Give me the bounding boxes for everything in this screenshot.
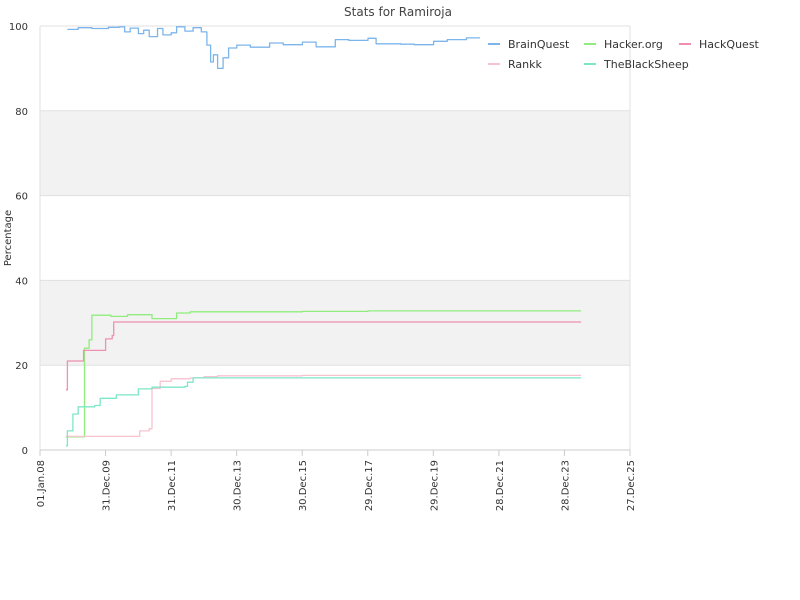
y-axis: 0 20 40 60 80 100	[9, 22, 28, 457]
y-axis-label: Percentage	[3, 210, 14, 266]
plot-band	[40, 110, 630, 196]
legend-label: BrainQuest	[508, 38, 570, 51]
y-tick-label: 20	[15, 361, 28, 372]
x-tick-label: 29.Dec.19	[429, 460, 440, 511]
legend-label: Rankk	[508, 58, 542, 71]
legend-item-theblacksheep[interactable]: TheBlackSheep	[584, 58, 689, 71]
legend-item-hacker-org[interactable]: Hacker.org	[584, 38, 663, 51]
x-tick-label: 28.Dec.21	[495, 460, 506, 511]
x-tick-label: 01.Jan.08	[36, 460, 47, 507]
chart-title: Stats for Ramiroja	[344, 5, 452, 19]
grid-lines	[39, 25, 631, 451]
x-tick-label: 29.Dec.17	[364, 460, 375, 511]
y-tick-label: 0	[22, 446, 28, 457]
y-tick-label: 100	[9, 22, 28, 33]
y-tick-label: 40	[15, 276, 28, 287]
legend-item-hackquest[interactable]: HackQuest	[679, 38, 760, 51]
x-tick-label: 28.Dec.23	[560, 460, 571, 511]
plot-bands	[40, 110, 630, 366]
legend-item-rankk[interactable]: Rankk	[488, 58, 542, 71]
series-line-rankk	[65, 374, 582, 438]
legend-label: HackQuest	[699, 38, 760, 51]
y-tick-label: 60	[15, 192, 28, 203]
legend-item-brainquest[interactable]: BrainQuest	[488, 38, 570, 51]
legend-label: TheBlackSheep	[603, 58, 689, 71]
series-line-hackquest	[65, 321, 582, 391]
x-tick-label: 30.Dec.15	[298, 460, 309, 511]
plot-band	[40, 280, 630, 366]
series-line-theblacksheep	[65, 377, 582, 447]
x-tick-label: 27.Dec.25	[626, 460, 637, 511]
legend[interactable]: BrainQuest Hacker.org HackQuest Rankk TheBla…	[488, 38, 760, 71]
series-line-hacker-org	[65, 310, 582, 438]
series-line-brainquest	[67, 26, 480, 70]
x-tick-label: 30.Dec.13	[233, 460, 244, 511]
x-axis: 01.Jan.08 31.Dec.09 31.Dec.11 30.Dec.13 30.D…	[36, 449, 637, 511]
x-tick-label: 31.Dec.09	[102, 460, 113, 511]
x-tick-label: 31.Dec.11	[167, 460, 178, 511]
legend-label: Hacker.org	[604, 38, 663, 51]
y-tick-label: 80	[15, 107, 28, 118]
series-layer	[65, 26, 582, 447]
